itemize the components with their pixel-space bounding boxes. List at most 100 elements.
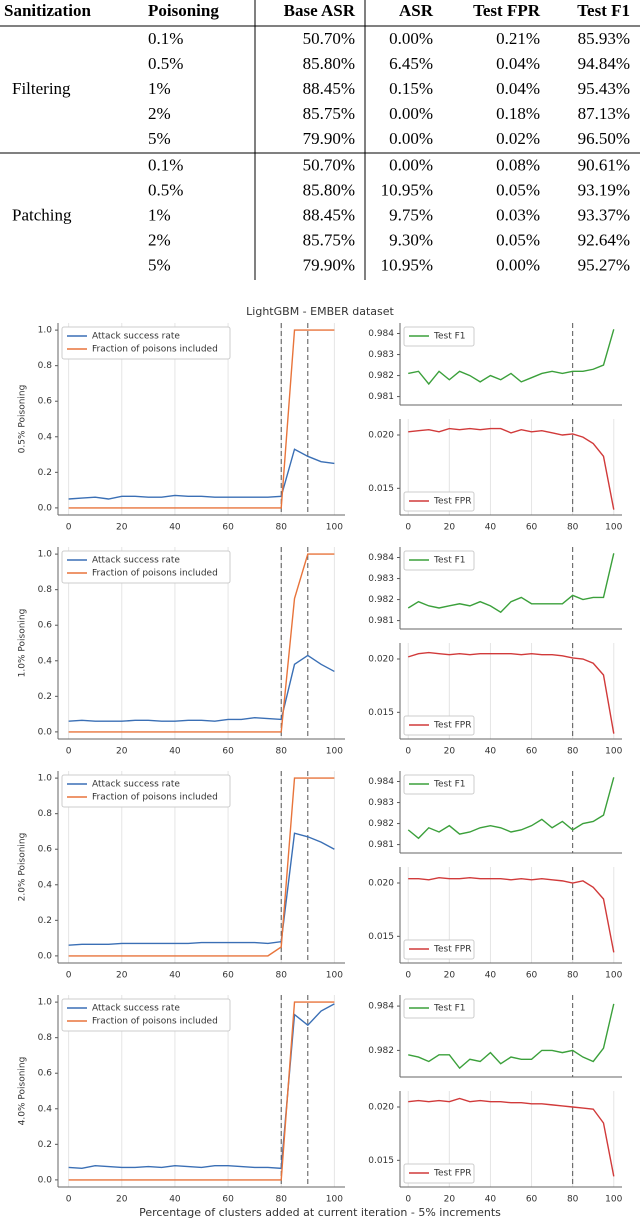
x-tick-label: 100 — [326, 1195, 343, 1205]
legend-box — [403, 326, 475, 347]
table-cell: 0.08% — [496, 155, 540, 174]
table-cell: 50.70% — [303, 29, 355, 48]
x-tick-label: 100 — [326, 523, 343, 533]
legend-box — [61, 550, 231, 584]
x-tick-label: 20 — [116, 747, 128, 757]
table-cell: 85.75% — [303, 230, 355, 249]
table-header: Test F1 — [577, 1, 630, 20]
x-tick-label: 0 — [66, 523, 72, 533]
x-tick-label: 100 — [326, 747, 343, 757]
y-axis-label: 2.0% Poisoning — [18, 833, 28, 902]
x-tick-label: 100 — [605, 747, 622, 757]
y-axis-label: 4.0% Poisoning — [18, 1057, 28, 1126]
y-tick-label: 1.0 — [38, 550, 53, 560]
y-tick-label: 0.8 — [38, 585, 53, 595]
table-cell: 9.30% — [389, 230, 433, 249]
y-tick-label: 0.4 — [38, 880, 53, 890]
y-tick-label: 0.0 — [38, 727, 53, 737]
y-tick-label: 0.981 — [368, 616, 394, 626]
table-cell: 0.15% — [389, 79, 433, 98]
table-cell: 0.00% — [496, 255, 540, 274]
y-tick-label: 0.981 — [368, 840, 394, 850]
series-line — [407, 553, 615, 614]
y-tick-label: 0.015 — [368, 484, 394, 494]
y-tick-label: 0.6 — [38, 397, 53, 407]
table-cell: 85.80% — [303, 180, 355, 199]
x-tick-label: 80 — [567, 1195, 579, 1205]
y-tick-label: 0.984 — [368, 777, 394, 787]
y-tick-label: 0.2 — [38, 916, 52, 926]
legend-label: Attack success rate — [92, 332, 180, 342]
legend-label: Attack success rate — [92, 556, 180, 566]
legend-box — [403, 1163, 475, 1184]
y-tick-label: 0.020 — [368, 655, 394, 665]
table-cell: 88.45% — [303, 79, 355, 98]
x-tick-label: 80 — [275, 523, 287, 533]
x-tick-label: 40 — [169, 747, 181, 757]
series-line — [68, 832, 335, 946]
legend-label: Fraction of poisons included — [92, 1017, 218, 1027]
x-tick-label: 0 — [405, 971, 411, 981]
table-cell: 6.45% — [389, 54, 433, 73]
series-line — [68, 329, 335, 509]
table-cell: 0.04% — [496, 54, 540, 73]
series-line — [408, 427, 615, 510]
figure-title: LightGBM - EMBER dataset — [246, 305, 394, 318]
x-tick-label: 80 — [567, 747, 579, 757]
x-tick-label: 60 — [222, 523, 234, 533]
group-label: Filtering — [12, 79, 71, 98]
y-tick-label: 0.0 — [38, 951, 53, 961]
y-tick-label: 0.0 — [38, 1175, 53, 1185]
table-cell: 0.03% — [496, 205, 540, 224]
x-tick-label: 0 — [405, 1195, 411, 1205]
x-tick-label: 20 — [116, 1195, 128, 1205]
table-cell: 50.70% — [303, 155, 355, 174]
legend-label: Attack success rate — [92, 780, 180, 790]
table-cell: 9.75% — [389, 205, 433, 224]
series-line — [408, 1097, 615, 1177]
x-tick-label: 60 — [526, 523, 538, 533]
table-cell: 2% — [148, 104, 171, 123]
series-line — [408, 1003, 615, 1070]
y-tick-label: 0.984 — [368, 1002, 394, 1012]
y-tick-label: 0.4 — [38, 432, 53, 442]
table-cell: 85.93% — [578, 29, 630, 48]
y-tick-label: 1.0 — [38, 774, 53, 784]
x-tick-label: 40 — [485, 747, 497, 757]
table-cell: 0.5% — [148, 54, 183, 73]
table-cell: 0.05% — [496, 180, 540, 199]
y-tick-label: 0.984 — [368, 553, 394, 563]
x-tick-label: 0 — [66, 971, 72, 981]
table-cell: 5% — [148, 255, 171, 274]
table-cell: 79.90% — [303, 129, 355, 148]
x-tick-label: 100 — [326, 971, 343, 981]
legend-label: Test F1 — [433, 332, 466, 342]
x-tick-label: 0 — [66, 1195, 72, 1205]
y-tick-label: 0.020 — [368, 431, 394, 441]
table-cell: 94.84% — [578, 54, 630, 73]
series-line — [408, 876, 615, 953]
x-tick-label: 60 — [526, 1195, 538, 1205]
y-tick-label: 0.015 — [368, 1156, 394, 1166]
y-tick-label: 0.8 — [38, 361, 53, 371]
x-tick-label: 80 — [275, 747, 287, 757]
table-cell: 0.04% — [496, 79, 540, 98]
y-tick-label: 0.983 — [368, 798, 394, 808]
x-tick-label: 80 — [567, 971, 579, 981]
x-tick-label: 80 — [275, 971, 287, 981]
legend-label: Test FPR — [433, 721, 471, 731]
table-header: Test FPR — [473, 1, 541, 20]
y-tick-label: 0.8 — [38, 809, 53, 819]
y-tick-label: 0.981 — [368, 392, 394, 402]
table-cell: 95.43% — [578, 79, 630, 98]
legend-label: Attack success rate — [92, 1004, 180, 1014]
legend-box — [61, 998, 231, 1032]
table-cell: 10.95% — [381, 180, 433, 199]
x-tick-label: 20 — [444, 1195, 456, 1205]
y-tick-label: 0.020 — [368, 1103, 394, 1113]
table-cell: 0.21% — [496, 29, 540, 48]
legend-box — [403, 550, 475, 571]
x-tick-label: 100 — [605, 1195, 622, 1205]
y-tick-label: 1.0 — [38, 326, 53, 336]
